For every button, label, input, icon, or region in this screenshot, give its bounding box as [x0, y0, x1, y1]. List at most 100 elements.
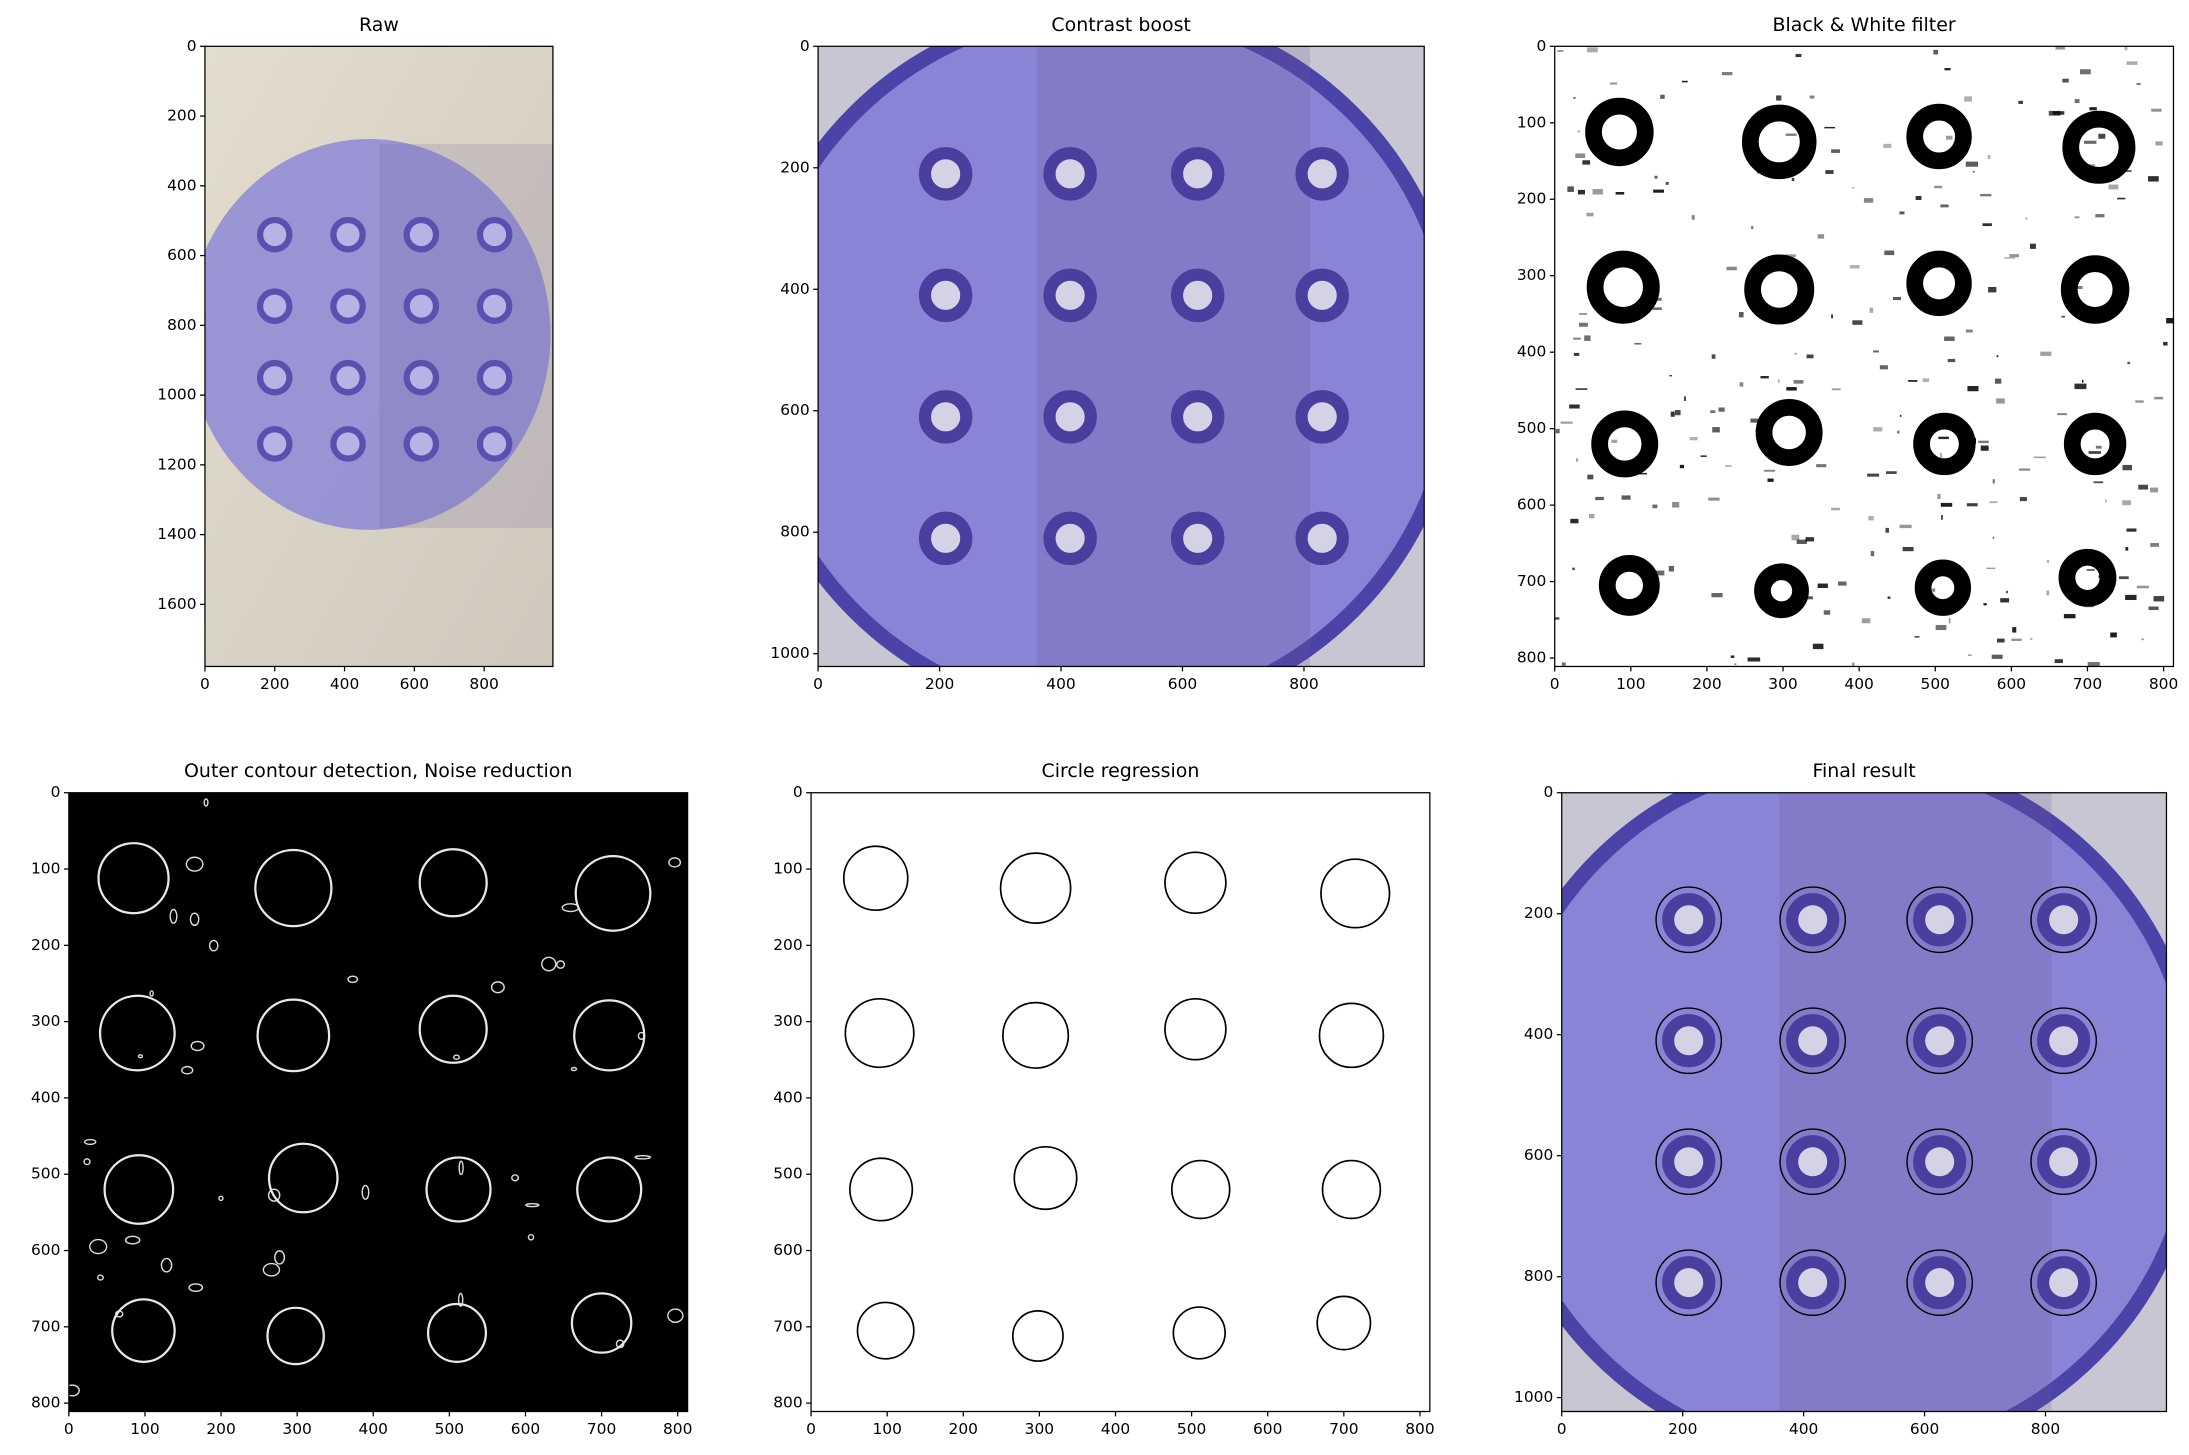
speck	[1852, 320, 1863, 325]
speck	[1750, 418, 1759, 423]
x-tick-label: 400	[1101, 1420, 1130, 1438]
speck	[2005, 590, 2009, 594]
speck	[1635, 472, 1648, 475]
speck	[1577, 130, 1580, 133]
speck	[1941, 514, 1943, 520]
subplot: 0 200 400 600 800 0 200 400 600 800 1000 Final resu…	[1514, 760, 2168, 1438]
ring	[1598, 554, 1660, 616]
ring	[1741, 104, 1817, 180]
speck	[2150, 543, 2160, 547]
x-tick-label: 200	[1692, 675, 1721, 693]
y-tick-label: 0	[800, 37, 810, 55]
ring	[1744, 254, 1815, 325]
noise	[274, 1250, 286, 1265]
x-tick-label: 300	[1025, 1420, 1054, 1438]
speck	[1899, 524, 1912, 529]
x-tick-label: 700	[587, 1420, 616, 1438]
fitted-circle	[1170, 1159, 1231, 1220]
speck	[1795, 53, 1802, 58]
ring	[1914, 559, 1972, 616]
well	[1786, 1256, 1840, 1310]
speck	[1873, 427, 1883, 432]
speck	[2105, 499, 2107, 503]
speck	[1654, 175, 1658, 179]
subplot-title: Raw	[359, 14, 399, 36]
well	[1662, 1014, 1716, 1068]
speck	[1577, 189, 1585, 195]
speck	[1712, 427, 1720, 433]
speck	[1887, 596, 1891, 599]
speck	[1724, 465, 1732, 467]
x-tick-label: 400	[1789, 1420, 1818, 1438]
contour	[425, 1156, 492, 1223]
x-tick-label: 100	[130, 1420, 159, 1438]
noise	[457, 1292, 464, 1307]
speck	[1867, 473, 1880, 477]
well	[2037, 893, 2091, 947]
y-tick-label: 600	[773, 1241, 802, 1259]
x-tick-label: 500	[1921, 675, 1950, 693]
speck	[2011, 638, 2022, 641]
speck	[2062, 78, 2069, 83]
x-tick-label: 700	[2073, 675, 2102, 693]
y-tick-label: 100	[773, 860, 802, 878]
speck	[1796, 539, 1807, 544]
speck	[2125, 594, 2137, 601]
x-tick-label: 100	[1616, 675, 1645, 693]
speck	[2088, 451, 2101, 454]
speck	[1823, 610, 1831, 615]
y-tick-label: 200	[167, 107, 196, 125]
speck	[2074, 216, 2080, 219]
y-tick-label: 200	[1524, 904, 1553, 922]
speck	[1791, 534, 1800, 541]
speck	[1572, 567, 1575, 571]
noise	[188, 1283, 204, 1293]
well	[918, 511, 973, 566]
noise	[89, 1238, 108, 1255]
speck	[2148, 176, 2159, 182]
fitted-circle	[1320, 858, 1391, 929]
fit-circle	[1906, 1249, 1974, 1317]
well	[1170, 268, 1225, 323]
noise	[541, 956, 557, 972]
well	[1295, 268, 1349, 323]
noise	[525, 1203, 540, 1208]
ring	[2062, 110, 2136, 184]
speck	[1793, 380, 1804, 384]
x-tick-label: 500	[1177, 1420, 1206, 1438]
speck	[1978, 440, 1989, 444]
well	[918, 390, 973, 444]
fitted-circle	[844, 997, 915, 1069]
well	[1043, 147, 1097, 201]
y-tick-label: 0	[187, 37, 197, 55]
speck	[1718, 407, 1725, 412]
speck	[2098, 133, 2106, 139]
speck	[1573, 352, 1580, 356]
speck	[2095, 214, 2105, 218]
y-tick-label: 800	[1524, 1267, 1553, 1285]
speck	[1586, 47, 1598, 53]
noise	[160, 1257, 173, 1273]
noise	[490, 981, 505, 994]
y-tick-label: 200	[773, 936, 802, 954]
speck	[2148, 606, 2159, 611]
ring	[1754, 563, 1809, 619]
speck	[1721, 72, 1733, 76]
speck	[2095, 445, 2102, 449]
y-tick-label: 400	[167, 176, 196, 194]
fit-circle	[1906, 886, 1974, 954]
speck	[2125, 547, 2129, 551]
x-tick-label: 100	[872, 1420, 901, 1438]
y-tick-label: 400	[1517, 343, 1546, 361]
speck	[1886, 471, 1897, 474]
well	[1786, 893, 1840, 947]
speck	[1968, 654, 1972, 656]
speck	[1589, 514, 1595, 519]
noise	[149, 990, 154, 997]
speck	[1595, 496, 1604, 501]
speck	[1991, 654, 2003, 659]
speck	[1763, 469, 1776, 472]
noise	[267, 1188, 281, 1202]
well	[256, 288, 293, 324]
y-tick-label: 400	[31, 1088, 60, 1106]
